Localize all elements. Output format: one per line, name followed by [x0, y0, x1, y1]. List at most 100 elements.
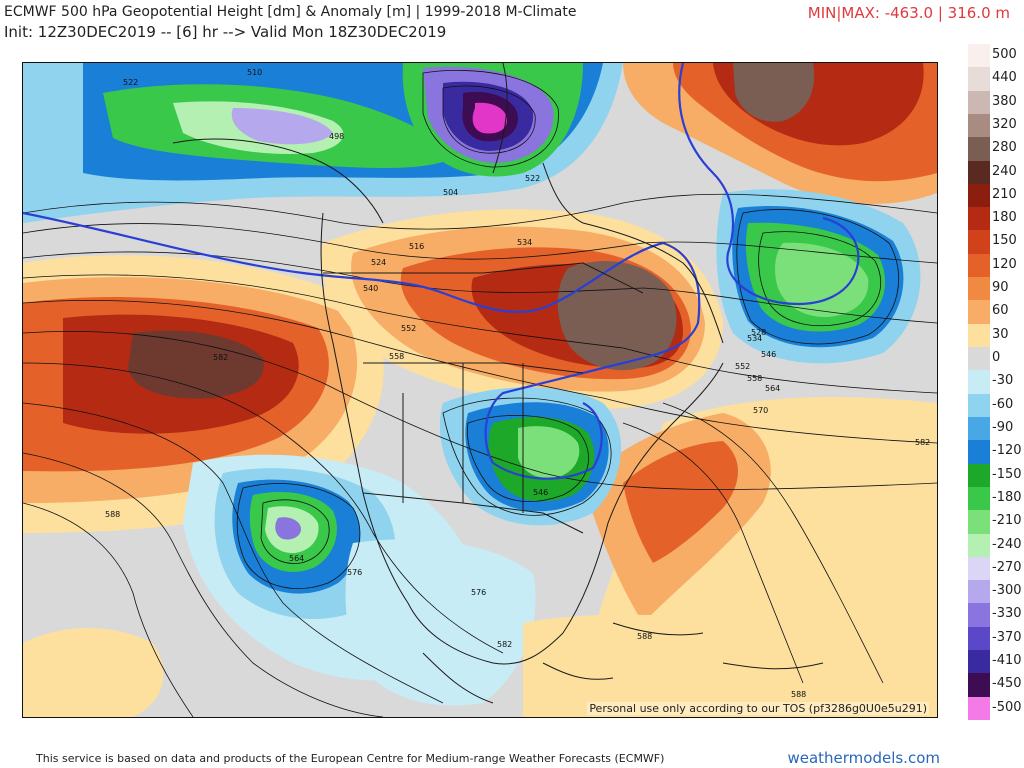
colorbar-label: 320	[992, 116, 1017, 132]
init-valid-time: Init: 12Z30DEC2019 -- [6] hr --> Valid M…	[4, 23, 447, 41]
colorbar-swatch	[968, 230, 990, 255]
caribbean-warm-area	[523, 614, 937, 717]
colorbar-label: -410	[992, 653, 1022, 669]
contour-label: 564	[289, 554, 304, 563]
contour-label: 570	[753, 406, 768, 415]
contour-label: 504	[443, 188, 458, 197]
colorbar-label: 500	[992, 47, 1017, 62]
map-canvas: 522 510 498 504 522 516 524 540 534 582 …	[23, 63, 937, 717]
southwest-low-core	[275, 517, 301, 540]
contour-label: 528	[751, 328, 766, 337]
contour-label: 534	[517, 238, 532, 247]
colorbar-label: -120	[992, 443, 1022, 459]
contour-label: 498	[329, 132, 344, 141]
contour-label: 558	[747, 374, 762, 383]
colorbar-label: 60	[992, 303, 1009, 319]
colorbar-swatch	[968, 183, 990, 208]
contour-label: 546	[533, 488, 548, 497]
colorbar-swatch	[968, 277, 990, 301]
contour-label: 582	[497, 640, 512, 649]
contour-label: 546	[761, 350, 776, 359]
chart-title: ECMWF 500 hPa Geopotential Height [dm] &…	[4, 4, 577, 20]
colorbar-swatch	[968, 113, 990, 138]
contour-label: 510	[247, 68, 262, 77]
atlantic-low-210	[775, 242, 869, 318]
colorbar-label: 210	[992, 186, 1017, 202]
colorbar-label: 150	[992, 233, 1017, 249]
colorbar-swatch	[968, 533, 990, 558]
contour-label: 540	[363, 284, 378, 293]
colorbar-label: -450	[992, 676, 1022, 692]
colorbar-swatch	[968, 253, 990, 278]
east-us-warm-120	[623, 441, 738, 563]
colorbar-swatch	[968, 44, 990, 68]
colorbar-label: 240	[992, 163, 1017, 179]
colorbar-swatch	[968, 160, 990, 185]
hudson-low-max	[472, 102, 507, 134]
contour-label: 588	[105, 510, 120, 519]
colorbar-label: -270	[992, 559, 1022, 575]
colorbar-label: 180	[992, 210, 1017, 226]
contour-label: 516	[409, 242, 424, 251]
colorbar-label: -330	[992, 606, 1022, 622]
colorbar-label: 280	[992, 140, 1017, 156]
colorbar-label: -210	[992, 513, 1022, 529]
anomaly-colorbar: 500 440 380 320 280 240 210 180 150 120 90 60 30 0 -30…	[968, 44, 1022, 721]
contour-label: 588	[791, 690, 806, 699]
colorbar-swatch	[968, 440, 990, 465]
contour-label: 576	[471, 588, 486, 597]
pacific-ridge-core	[128, 330, 264, 399]
colorbar-swatch	[968, 393, 990, 418]
ecmwf-attribution: This service is based on data and produc…	[36, 752, 665, 765]
contour-label: 582	[213, 353, 228, 362]
colorbar-label: 0	[992, 350, 1001, 366]
arctic-trough-270	[231, 108, 333, 145]
coastlines	[172, 63, 824, 704]
colorbar-label: 120	[992, 256, 1017, 272]
greenland-ridge-core	[733, 63, 815, 122]
colorbar-label: -60	[992, 396, 1014, 412]
colorbar-swatch	[968, 300, 990, 325]
colorbar-swatch	[968, 626, 990, 651]
contour-label: 558	[389, 352, 404, 361]
colorbar-swatch	[968, 486, 990, 511]
site-link[interactable]: weathermodels.com	[787, 749, 940, 767]
colorbar-swatch	[968, 90, 990, 115]
contour-label: 564	[765, 384, 780, 393]
mexico-cold-area	[345, 539, 536, 706]
contour-label: 576	[347, 568, 362, 577]
colorbar-swatch	[968, 347, 990, 371]
colorbar-label: -300	[992, 583, 1022, 599]
contour-label: 522	[525, 174, 540, 183]
colorbar-swatch	[968, 207, 990, 231]
tos-notice: Personal use only according to our TOS (…	[587, 702, 929, 715]
anomaly-map[interactable]: 522 510 498 504 522 516 524 540 534 582 …	[22, 62, 938, 718]
colorbar-swatch	[968, 696, 990, 721]
colorbar-swatch	[968, 556, 990, 581]
colorbar-swatch	[968, 603, 990, 628]
colorbar-label: -180	[992, 489, 1022, 505]
colorbar-label: -30	[992, 373, 1014, 389]
blue-540-contour	[23, 211, 701, 480]
contour-label: 552	[401, 324, 416, 333]
colorbar-swatch	[968, 370, 990, 395]
contour-label: 588	[637, 632, 652, 641]
contour-labels: 522 510 498 504 522 516 524 540 534 582 …	[105, 68, 930, 699]
colorbar-swatch	[968, 463, 990, 488]
contour-label: 524	[371, 258, 386, 267]
colorbar-swatch	[968, 67, 990, 92]
colorbar-label: 380	[992, 93, 1017, 109]
colorbar-swatch	[968, 137, 990, 162]
midwest-low-210	[518, 426, 580, 479]
colorbar-swatch	[968, 580, 990, 604]
colorbar-swatch	[968, 673, 990, 698]
colorbar-label: 440	[992, 70, 1017, 86]
blue-540-contour-east	[678, 63, 860, 305]
contour-label: 582	[915, 438, 930, 447]
min-max-readout: MIN|MAX: -463.0 | 316.0 m	[807, 4, 1010, 22]
colorbar-swatch	[968, 323, 990, 348]
colorbar-swatch	[968, 510, 990, 534]
contour-label: 522	[123, 78, 138, 87]
contour-label: 552	[735, 362, 750, 371]
colorbar-swatch	[968, 416, 990, 441]
